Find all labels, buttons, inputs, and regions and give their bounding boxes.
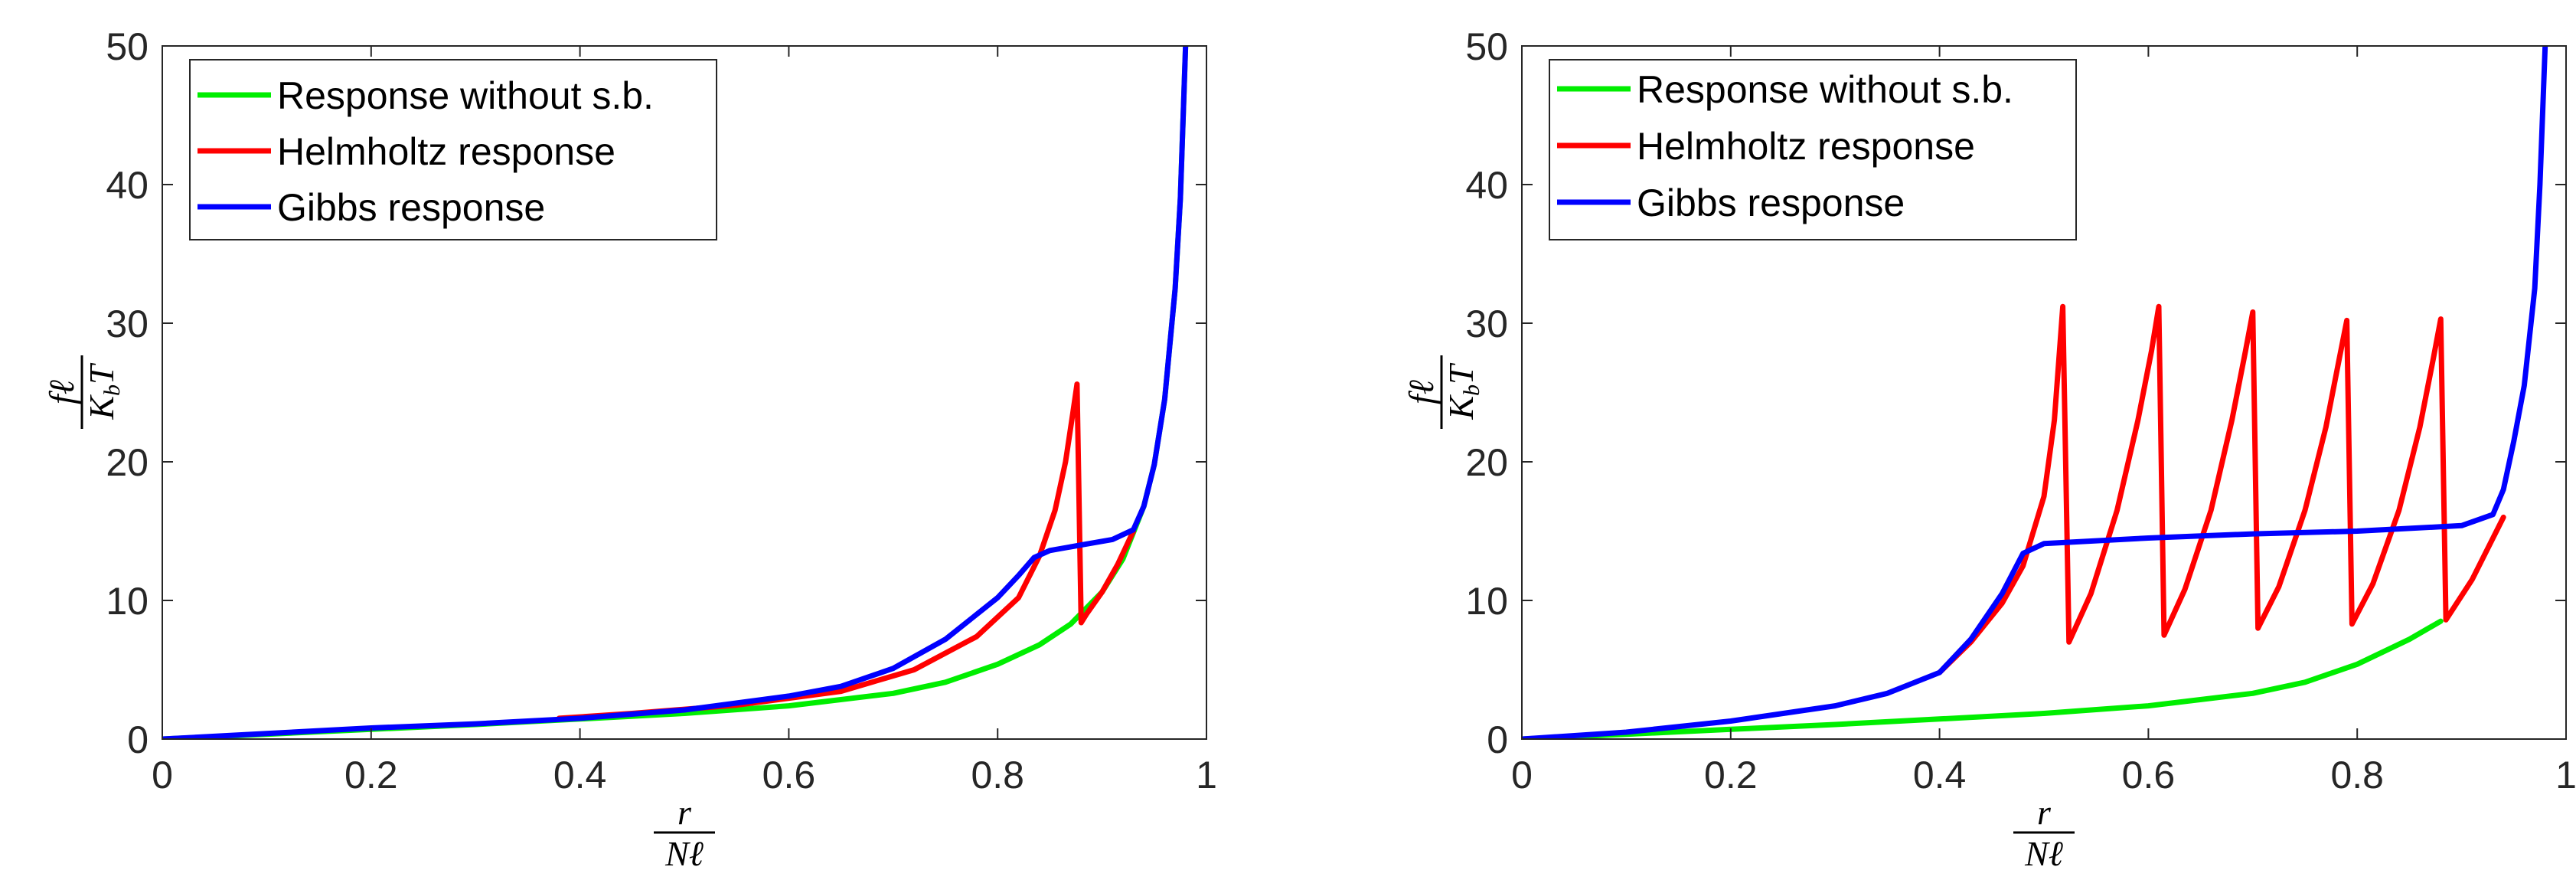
x-axis-label: r Nℓ (654, 793, 715, 873)
x-tick-label: 0.4 (553, 754, 607, 797)
y-tick-label: 0 (1487, 718, 1508, 761)
x-tick-label: 0.6 (762, 754, 816, 797)
y-axis-label: fℓ KbT (42, 355, 125, 429)
y-tick-label: 30 (1465, 303, 1508, 345)
y-tick-label: 40 (106, 164, 149, 207)
legend-label: Gibbs response (1637, 182, 1905, 224)
axes-box (162, 45, 1207, 740)
y-tick-label: 0 (127, 718, 149, 761)
legend-entry: Helmholtz response (198, 130, 615, 173)
y-axis-label: fℓ KbT (1402, 355, 1484, 429)
x-ticks: 0 0.2 0.4 0.6 0.8 1 (152, 46, 1217, 797)
x-tick-label: 0.2 (1704, 754, 1758, 797)
series-line-3 (1522, 46, 2548, 739)
legend: Response without s.b. Helmholtz response… (189, 59, 717, 240)
legend-entry: Response without s.b. (198, 74, 654, 117)
y-label-denominator: KbT (82, 362, 125, 420)
chart-panel-2: 0 0.2 0.4 0.6 0.8 1 0 10 20 30 40 50 fℓ KbT r Nℓ R… (1402, 25, 2576, 873)
chart-panel-1: 0 0.2 0.4 0.6 0.8 1 0 10 20 30 40 50 fℓ KbT r Nℓ R… (42, 25, 1217, 873)
y-ticks: 0 10 20 30 40 50 (1465, 25, 2566, 761)
legend-label: Helmholtz response (277, 130, 615, 173)
legend-entry: Gibbs response (1557, 182, 1905, 224)
x-label-numerator: r (2037, 793, 2052, 832)
axes-box (1521, 45, 2567, 740)
y-label-denominator: KbT (1441, 362, 1484, 420)
series-line-1 (1522, 618, 2444, 739)
series-layer (162, 46, 1189, 739)
x-tick-label: 0.2 (344, 754, 398, 797)
y-label-numerator: fℓ (1402, 379, 1441, 404)
x-tick-label: 0.8 (971, 754, 1024, 797)
y-tick-label: 20 (1465, 441, 1508, 484)
legend-box (189, 59, 717, 240)
y-ticks: 0 10 20 30 40 50 (106, 25, 1206, 761)
x-label-denominator: Nℓ (664, 834, 704, 873)
series-layer (1522, 46, 2548, 739)
x-label-denominator: Nℓ (2024, 834, 2064, 873)
y-tick-label: 20 (106, 441, 149, 484)
y-tick-label: 40 (1465, 164, 1508, 207)
y-tick-label: 10 (1465, 580, 1508, 623)
y-tick-label: 50 (106, 25, 149, 68)
series-line-2 (556, 381, 1136, 721)
legend-entry: Gibbs response (198, 186, 545, 229)
y-label-numerator: fℓ (42, 379, 81, 404)
series-line-2 (1937, 303, 2506, 675)
y-tick-label: 30 (106, 303, 149, 345)
x-tick-label: 1 (2555, 754, 2576, 797)
legend-entry: Helmholtz response (1557, 125, 1975, 168)
legend: Response without s.b. Helmholtz response… (1549, 59, 2077, 240)
legend-label: Helmholtz response (1637, 125, 1975, 168)
legend-box (1549, 59, 2077, 240)
y-tick-label: 10 (106, 580, 149, 623)
legend-label: Response without s.b. (1637, 68, 2013, 111)
x-tick-label: 0 (152, 754, 173, 797)
x-tick-label: 0.8 (2330, 754, 2384, 797)
series-line-3 (162, 46, 1189, 739)
x-label-numerator: r (677, 793, 692, 832)
x-tick-label: 0 (1511, 754, 1533, 797)
legend-entry: Response without s.b. (1557, 68, 2013, 111)
x-ticks: 0 0.2 0.4 0.6 0.8 1 (1511, 46, 2576, 797)
x-tick-label: 0.4 (1913, 754, 1967, 797)
x-tick-label: 1 (1196, 754, 1217, 797)
x-axis-label: r Nℓ (2013, 793, 2075, 873)
legend-label: Gibbs response (277, 186, 545, 229)
y-tick-label: 50 (1465, 25, 1508, 68)
legend-label: Response without s.b. (277, 74, 654, 117)
x-tick-label: 0.6 (2122, 754, 2176, 797)
